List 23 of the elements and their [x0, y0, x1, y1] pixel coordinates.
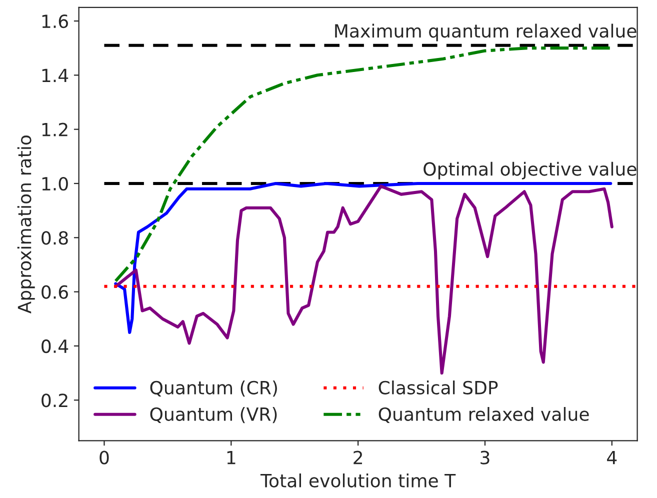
y-tick-label: 1.6 [42, 14, 68, 28]
x-axis-title: Total evolution time T [260, 473, 456, 488]
legend-label: Quantum (CR) [150, 380, 277, 397]
x-tick-label: 2 [354, 450, 362, 464]
y-tick-label: 1.0 [42, 176, 68, 191]
legend-label: Quantum (VR) [150, 407, 277, 424]
y-tick-label: 0.8 [42, 231, 68, 245]
line-series [114, 182, 612, 334]
x-tick-label: 0 [100, 450, 109, 464]
x-tick-label: 4 [607, 451, 617, 464]
x-tick-label: 3 [480, 450, 490, 464]
x-tick-label: 1 [227, 451, 236, 464]
y-tick-label: 0.4 [42, 339, 68, 354]
y-tick-label: 1.4 [42, 68, 68, 82]
line-series [114, 184, 614, 375]
y-tick-label: 1.2 [42, 122, 68, 136]
y-tick-label: 0.2 [42, 394, 68, 408]
ref-line-label: Maximum quantum relaxed value [335, 24, 636, 42]
y-axis-title: Approximation ratio [17, 136, 35, 314]
legend-label: Quantum relaxed value [378, 407, 589, 424]
y-tick-label: 0.6 [42, 285, 68, 299]
legend-label: Classical SDP [378, 380, 498, 394]
ref-line-label: Optimal objective value [424, 162, 636, 180]
